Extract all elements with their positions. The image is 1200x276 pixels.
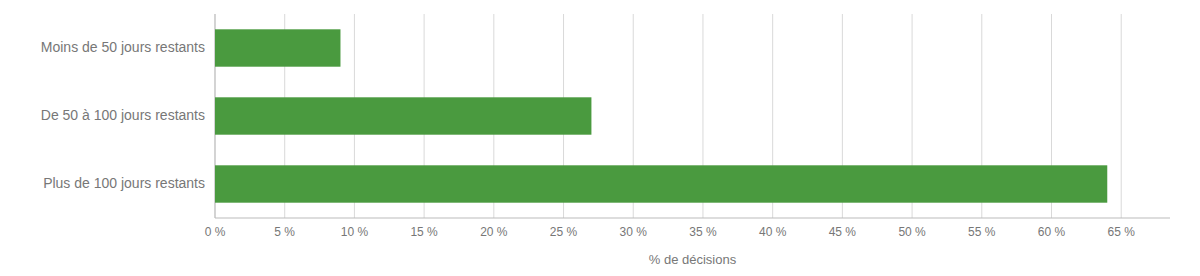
chart-container: 0 % 5 % 10 % 15 % 20 % 25 % 30 % 35 % 40 % 45 % 50… [0, 0, 1200, 276]
tick-label: 40 % [759, 225, 787, 239]
bars [215, 29, 1107, 202]
x-ticks: 0 % 5 % 10 % 15 % 20 % 25 % 30 % 35 % 40 % 45 % 50… [205, 225, 1136, 239]
tick-label: 50 % [898, 225, 926, 239]
tick-label: 25 % [550, 225, 578, 239]
tick-label: 15 % [410, 225, 438, 239]
chart-svg: 0 % 5 % 10 % 15 % 20 % 25 % 30 % 35 % 40 % 45 % 50… [0, 0, 1200, 276]
tick-label: 60 % [1038, 225, 1066, 239]
y-labels: Moins de 50 jours restants De 50 à 100 jo… [41, 39, 205, 191]
tick-label: 10 % [341, 225, 369, 239]
tick-label: 20 % [480, 225, 508, 239]
bar [215, 29, 340, 66]
grid [215, 14, 1121, 218]
grid-line [1121, 14, 1122, 218]
tick-label: 55 % [968, 225, 996, 239]
category-label: De 50 à 100 jours restants [41, 107, 205, 123]
tick-label: 30 % [620, 225, 648, 239]
category-label: Moins de 50 jours restants [41, 39, 205, 55]
tick-label: 0 % [205, 225, 226, 239]
tick-label: 5 % [274, 225, 295, 239]
bar [215, 97, 591, 134]
x-axis-title: % de décisions [649, 252, 737, 267]
tick-label: 65 % [1108, 225, 1136, 239]
tick-label: 45 % [829, 225, 857, 239]
x-axis-line [215, 218, 1170, 219]
tick-label: 35 % [689, 225, 717, 239]
category-label: Plus de 100 jours restants [43, 175, 205, 191]
bar [215, 165, 1107, 202]
